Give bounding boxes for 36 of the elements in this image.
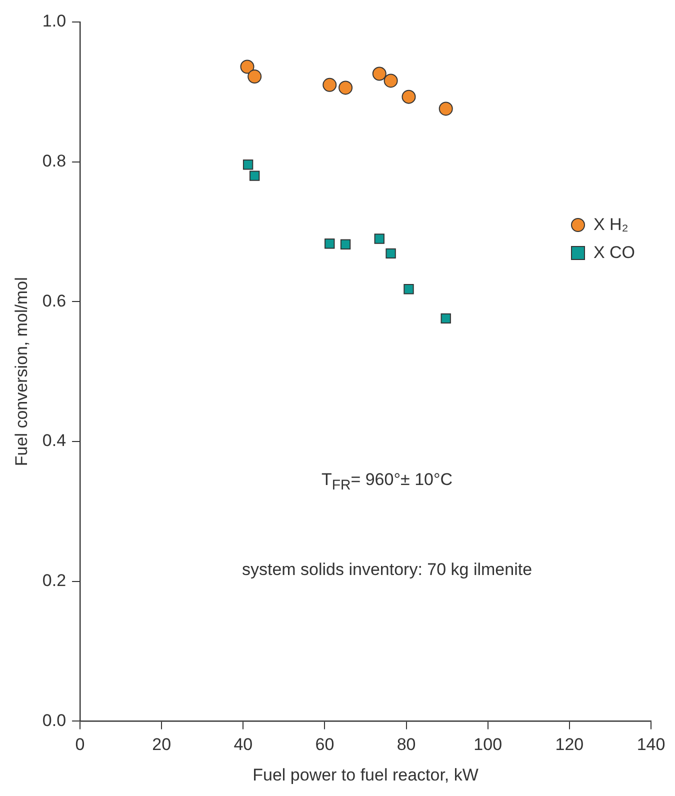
point bbox=[402, 90, 416, 104]
legend-label: X CO bbox=[593, 243, 635, 263]
point bbox=[440, 313, 451, 324]
point bbox=[372, 66, 386, 81]
point bbox=[242, 160, 254, 170]
y-tick-label: 0.8 bbox=[42, 152, 66, 171]
x-tick-label: 0 bbox=[75, 735, 85, 754]
point bbox=[248, 70, 262, 84]
x-tick-label: 20 bbox=[152, 735, 172, 754]
point bbox=[438, 102, 453, 116]
point bbox=[324, 238, 335, 249]
annotation: T$_{FR}$= 960°± 10°C bbox=[320, 470, 454, 494]
point bbox=[384, 74, 398, 88]
x-tick-label: 140 bbox=[636, 735, 666, 754]
legend-label: X H₂ bbox=[593, 215, 628, 235]
point bbox=[338, 80, 353, 95]
annotation: system solids inventory: 70 kg ilmenite bbox=[240, 560, 534, 580]
y-tick-label: 1.0 bbox=[42, 12, 66, 31]
y-tick-label: 0.0 bbox=[42, 710, 66, 730]
point bbox=[340, 239, 351, 250]
y-tick-label: 0.6 bbox=[42, 291, 66, 310]
y-axis-title: Fuel conversion, mol/mol bbox=[12, 277, 31, 466]
point bbox=[374, 234, 384, 244]
x-tick-label: 60 bbox=[315, 735, 334, 754]
point bbox=[386, 248, 396, 259]
x-tick-label: 40 bbox=[234, 735, 253, 754]
y-tick-label: 0.4 bbox=[42, 431, 66, 450]
point bbox=[404, 284, 414, 294]
x-tick-label: 100 bbox=[474, 735, 502, 754]
point bbox=[249, 170, 260, 181]
x-axis-title: Fuel power to fuel reactor, kW bbox=[252, 765, 478, 784]
x-tick-label: 120 bbox=[555, 735, 584, 754]
point bbox=[240, 60, 254, 74]
point bbox=[322, 78, 337, 92]
y-tick-label: 0.2 bbox=[42, 571, 66, 590]
x-tick-label: 80 bbox=[396, 735, 416, 754]
